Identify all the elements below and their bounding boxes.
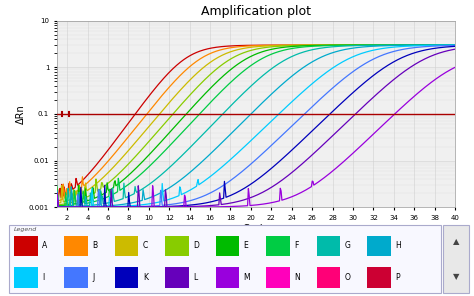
Bar xyxy=(64,236,88,256)
Bar xyxy=(216,267,239,288)
Bar xyxy=(367,267,391,288)
Text: J: J xyxy=(92,273,94,281)
Text: ▼: ▼ xyxy=(453,271,459,281)
Text: F: F xyxy=(294,241,299,250)
Text: A: A xyxy=(42,241,47,250)
Text: N: N xyxy=(294,273,300,281)
FancyBboxPatch shape xyxy=(443,225,469,293)
FancyBboxPatch shape xyxy=(9,225,441,293)
Bar xyxy=(165,236,189,256)
Text: K: K xyxy=(143,273,148,281)
Text: I: I xyxy=(42,273,44,281)
Title: Amplification plot: Amplification plot xyxy=(201,5,311,18)
X-axis label: Cycle: Cycle xyxy=(243,223,269,234)
Bar xyxy=(216,236,239,256)
Text: O: O xyxy=(345,273,350,281)
Text: D: D xyxy=(193,241,199,250)
Text: C: C xyxy=(143,241,148,250)
Bar xyxy=(367,236,391,256)
Text: L: L xyxy=(193,273,198,281)
Text: H: H xyxy=(395,241,401,250)
Text: E: E xyxy=(244,241,248,250)
Bar xyxy=(266,236,290,256)
Text: B: B xyxy=(92,241,98,250)
Text: ▲: ▲ xyxy=(453,237,459,247)
Y-axis label: ΔRn: ΔRn xyxy=(16,104,26,124)
Bar xyxy=(115,236,138,256)
Bar xyxy=(115,267,138,288)
Bar xyxy=(64,267,88,288)
Bar xyxy=(14,236,37,256)
Text: P: P xyxy=(395,273,400,281)
Text: Legend: Legend xyxy=(14,227,37,232)
Bar xyxy=(14,267,37,288)
Text: G: G xyxy=(345,241,350,250)
Bar xyxy=(266,267,290,288)
Text: M: M xyxy=(244,273,250,281)
Bar xyxy=(317,236,340,256)
Bar xyxy=(165,267,189,288)
Bar xyxy=(317,267,340,288)
